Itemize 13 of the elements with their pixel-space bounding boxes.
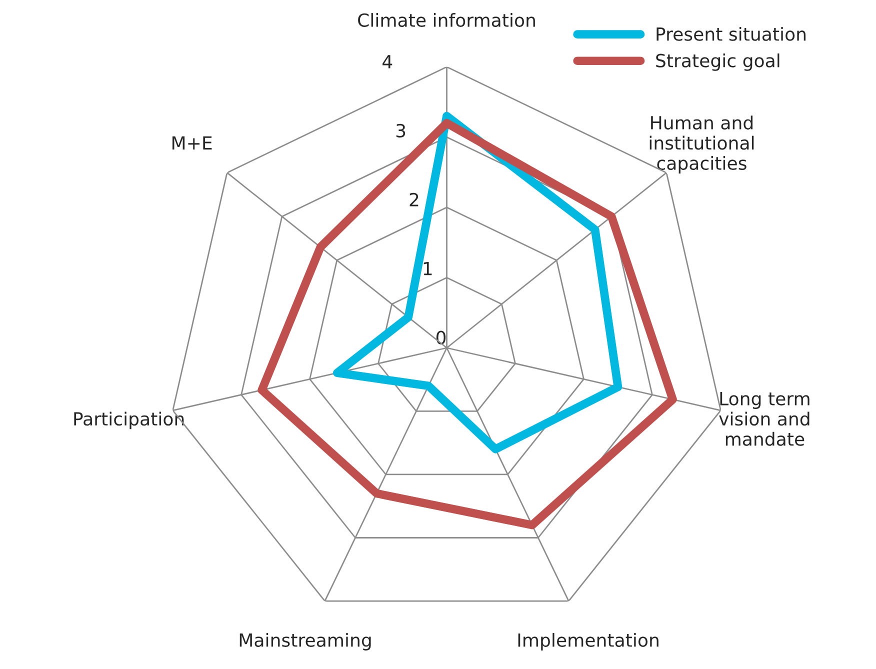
y-tick-label: 2 <box>410 192 418 206</box>
y-tick-label: 3 <box>396 124 406 138</box>
y-tick-label: 4 <box>382 55 392 68</box>
legend-label: Strategic goal <box>656 53 780 71</box>
spoke-label: Human and institutional capacities <box>650 116 754 174</box>
spoke-label: Participation <box>74 412 184 430</box>
y-tick-label: 1 <box>424 262 432 276</box>
spoke-label: Long term vision and mandate <box>719 392 810 446</box>
spoke-label: Mainstreaming <box>240 632 371 650</box>
legend-label: Present situation <box>656 26 806 41</box>
spoke-label: Climate information <box>358 13 535 27</box>
spoke-label: Implementation <box>518 632 658 650</box>
spoke-label: M+E <box>172 136 212 150</box>
